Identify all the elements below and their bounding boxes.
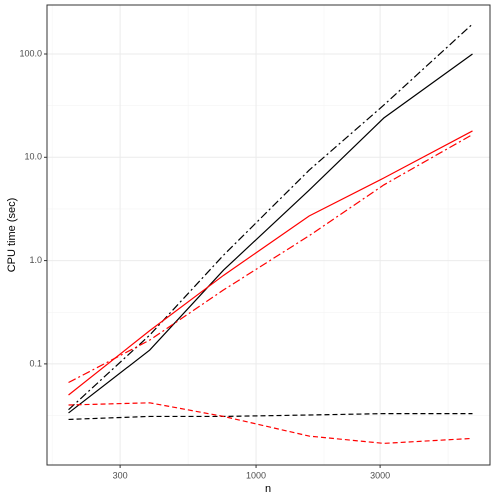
series-line	[68, 23, 473, 411]
series-line	[68, 402, 473, 444]
x-tick-label: 3000	[370, 470, 390, 480]
series-line	[68, 413, 473, 421]
y-axis-title: CPU time (sec)	[6, 198, 18, 273]
y-tick-label: 100.0	[19, 48, 42, 58]
x-axis-title: n	[265, 483, 271, 495]
y-tick-label: 0.1	[29, 358, 42, 368]
y-tick-label: 1.0	[29, 255, 42, 265]
series-line	[68, 134, 473, 384]
x-tick-label: 1000	[246, 470, 266, 480]
x-tick-label: 300	[113, 470, 128, 480]
y-tick-label: 10.0	[24, 152, 42, 162]
panel-border	[46, 4, 491, 466]
series-line	[68, 53, 473, 414]
series-line	[68, 130, 473, 396]
